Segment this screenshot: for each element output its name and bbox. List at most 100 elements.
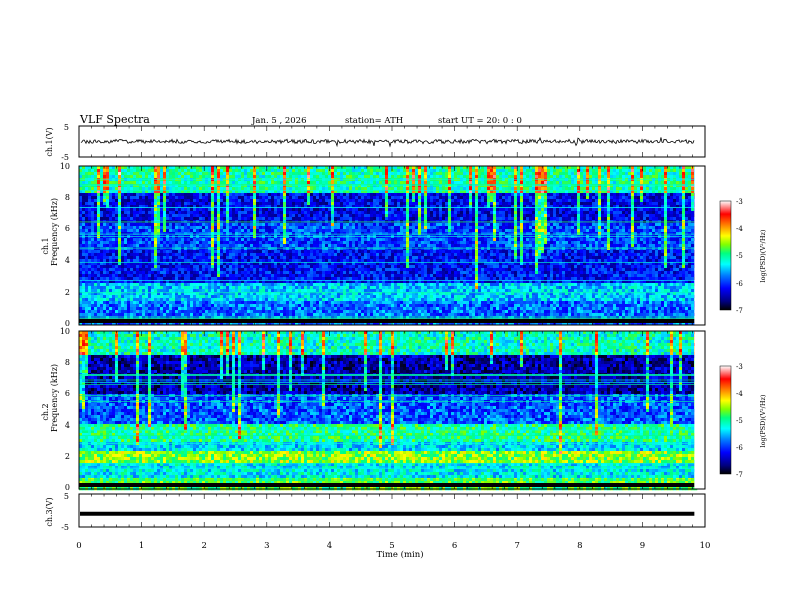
spectrogram-cell (595, 205, 599, 209)
spectrogram-cell (424, 166, 428, 170)
spectrogram-cell (439, 172, 443, 176)
spectrogram-cell (457, 166, 461, 170)
spectrogram-cell (484, 211, 488, 215)
spectrogram-cell (208, 229, 212, 233)
spectrogram-cell (298, 190, 302, 194)
spectrogram-cell (253, 196, 257, 200)
spectrogram-cell (382, 196, 386, 200)
spectrogram-cell (307, 229, 311, 233)
spectrogram-cell (670, 169, 674, 173)
spectrogram-cell (649, 169, 653, 173)
spectrogram-cell (343, 190, 347, 194)
spectrogram-cell (193, 190, 197, 194)
spectrogram-cell (655, 226, 659, 230)
spectrogram-cell (331, 202, 335, 206)
spectrogram-cell (544, 223, 548, 227)
spectrogram-cell (256, 196, 260, 200)
spectrogram-cell (277, 172, 281, 176)
spectrogram-cell (676, 175, 680, 179)
spectrogram-cell (412, 181, 416, 185)
spectrogram-cell (454, 166, 458, 170)
spectrogram-cell (505, 175, 509, 179)
spectrogram-cell (364, 202, 368, 206)
spectrogram-cell (637, 166, 641, 170)
spectrogram-cell (604, 187, 608, 191)
spectrogram-cell (292, 196, 296, 200)
spectrogram-cell (325, 193, 329, 197)
spectrogram-cell (640, 187, 644, 191)
spectrogram-cell (454, 169, 458, 173)
spectrogram-cell (655, 193, 659, 197)
spectrogram-cell (268, 205, 272, 209)
spectrogram-cell (463, 172, 467, 176)
spectrogram-cell (370, 193, 374, 197)
spectrogram-cell (142, 205, 146, 209)
spectrogram-cell (520, 229, 524, 233)
spectrogram-cell (553, 232, 557, 236)
spectrogram-cell (262, 196, 266, 200)
spectrogram-cell (151, 187, 155, 191)
spectrogram-cell (658, 226, 662, 230)
spectrogram-cell (106, 169, 110, 173)
spectrogram-cell (622, 214, 626, 218)
spectrogram-cell (460, 217, 464, 221)
spectrogram-cell (448, 172, 452, 176)
spectrogram-cell (205, 202, 209, 206)
spectrogram-cell (364, 172, 368, 176)
spectrogram-cell (364, 232, 368, 236)
spectrogram-cell (466, 232, 470, 236)
spectrogram-cell (472, 214, 476, 218)
spectrogram-cell (244, 205, 248, 209)
spectrogram-cell (202, 232, 206, 236)
spectrogram-cell (523, 166, 527, 170)
spectrogram-cell (646, 169, 650, 173)
spectrogram-cell (175, 205, 179, 209)
spectrogram-cell (571, 172, 575, 176)
spectrogram-cell (514, 232, 518, 236)
spectrogram-cell (220, 196, 224, 200)
spectrogram-cell (391, 211, 395, 215)
spectrogram-cell (262, 169, 266, 173)
spectrogram-cell (466, 190, 470, 194)
spectrogram-cell (301, 202, 305, 206)
spectrogram-cell (664, 196, 668, 200)
spectrogram-cell (400, 199, 404, 203)
spectrogram-cell (175, 169, 179, 173)
spectrogram-cell (277, 202, 281, 206)
spectrogram-cell (106, 175, 110, 179)
spectrogram-cell (595, 223, 599, 227)
spectrogram-cell (640, 226, 644, 230)
spectrogram-cell (478, 190, 482, 194)
spectrogram-cell (259, 196, 263, 200)
spectrogram-cell (109, 175, 113, 179)
spectrogram-cell (229, 214, 233, 218)
spectrogram-cell (103, 193, 107, 197)
spectrogram-cell (256, 172, 260, 176)
spectrogram-cell (592, 181, 596, 185)
spectrogram-cell (379, 190, 383, 194)
spectrogram-cell (208, 202, 212, 206)
spectrogram-cell (688, 232, 692, 236)
spectrogram-cell (124, 169, 128, 173)
spectrogram-cell (628, 211, 632, 215)
spectrogram-cell (277, 205, 281, 209)
spectrogram-cell (547, 187, 551, 191)
spectrogram-cell (517, 223, 521, 227)
spectrogram-cell (388, 190, 392, 194)
spectrogram-cell (514, 217, 518, 221)
spectrogram-cell (493, 181, 497, 185)
spectrogram-cell (151, 166, 155, 170)
spectrogram-cell (598, 193, 602, 197)
spectrogram-cell (223, 232, 227, 236)
spectrogram-cell (652, 208, 656, 212)
spectrogram-cell (127, 205, 131, 209)
spectrogram-cell (226, 214, 230, 218)
spectrogram-cell (691, 172, 695, 176)
spectrogram-cell (610, 181, 614, 185)
spectrogram-cell (166, 202, 170, 206)
spectrogram-cell (130, 175, 134, 179)
spectrogram-cell (418, 226, 422, 230)
spectrogram-cell (475, 181, 479, 185)
spectrogram-cell (538, 175, 542, 179)
spectrogram-cell (178, 187, 182, 191)
